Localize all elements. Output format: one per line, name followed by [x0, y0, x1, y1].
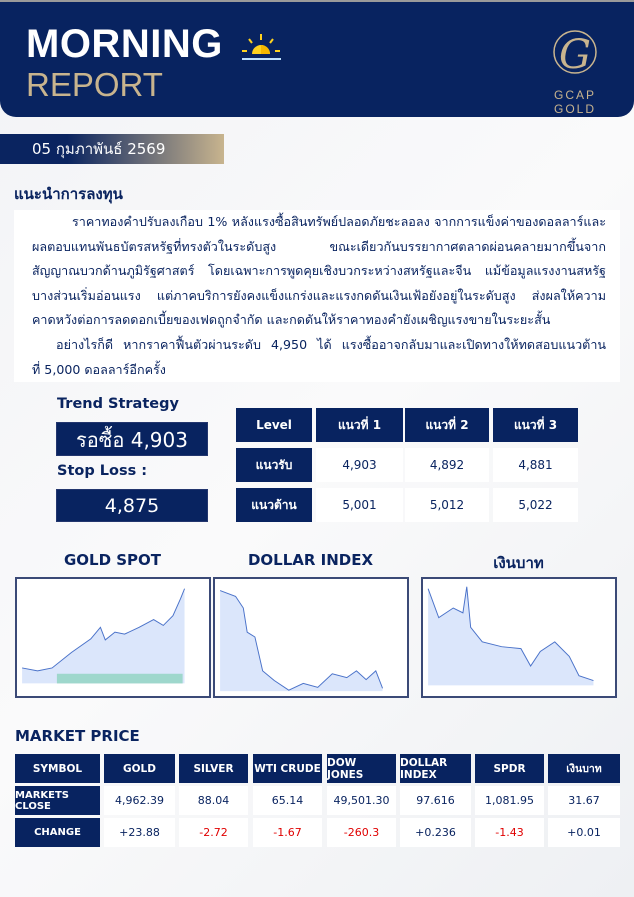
gold-spot-chart-image: [15, 577, 211, 698]
svg-text:G: G: [559, 32, 591, 78]
advice-line: ผลตอบแทนพันธบัตรสหรัฐที่ทรงตัวในระดับสูง…: [32, 238, 606, 254]
level-value: 4,903: [316, 448, 403, 482]
gcap-gold-logo: G GCAP GOLD: [536, 24, 614, 116]
market-header: เงินบาท: [548, 754, 620, 783]
advice-line: คาดหวังต่อการลดดอกเบี้ยของเฟดถูกจำกัด แล…: [32, 312, 551, 328]
market-change-value: -260.3: [327, 818, 396, 847]
advice-text: ราคาทองคำปรับลงเกือบ 1% หลังแรงซื้อสินทร…: [14, 210, 620, 382]
market-change-value: +23.88: [104, 818, 175, 847]
advice-line: ที่ 5,000 ดอลลาร์อีกครั้ง: [32, 361, 166, 377]
advice-title: แนะนำการลงทุน: [14, 185, 123, 203]
advice-line: ราคาทองคำปรับลงเกือบ 1% หลังแรงซื้อสินทร…: [72, 214, 606, 229]
trend-strategy-value: รอซื้อ 4,903: [56, 422, 208, 456]
title-morning: MORNING: [26, 22, 223, 66]
level-header: แนวที่ 3: [493, 408, 578, 442]
market-header: DOLLAR INDEX: [400, 754, 471, 783]
stop-loss-value: 4,875: [56, 489, 208, 522]
market-header: SPDR: [475, 754, 544, 783]
market-close-value: 49,501.30: [327, 786, 396, 815]
market-row-label: MARKETS CLOSE: [15, 786, 100, 815]
market-change-value: +0.01: [548, 818, 620, 847]
level-header: แนวที่ 1: [316, 408, 403, 442]
market-header: GOLD: [104, 754, 175, 783]
title-report: REPORT: [26, 66, 163, 103]
market-close-value: 4,962.39: [104, 786, 175, 815]
market-close-value: 88.04: [179, 786, 248, 815]
market-close-value: 65.14: [253, 786, 322, 815]
level-value: 4,881: [493, 448, 578, 482]
level-row-label: แนวต้าน: [236, 488, 312, 522]
market-change-value: -1.43: [475, 818, 544, 847]
market-close-value: 31.67: [548, 786, 620, 815]
market-header: WTI CRUDE: [253, 754, 322, 783]
stop-loss-label: Stop Loss :: [57, 463, 148, 479]
market-change-value: -1.67: [253, 818, 322, 847]
thb-chart-image: [421, 577, 617, 698]
market-close-value: 97.616: [400, 786, 471, 815]
market-price-title: MARKET PRICE: [15, 727, 140, 745]
level-value: 5,001: [316, 488, 403, 522]
trend-strategy-label: Trend Strategy: [57, 396, 179, 412]
market-change-value: -2.72: [179, 818, 248, 847]
brand-name: GCAP GOLD: [553, 88, 596, 116]
report-header: MORNING REPORT G GCAP GOLD: [0, 0, 634, 117]
chart-title-dxy: DOLLAR INDEX: [247, 551, 374, 569]
market-row-label: CHANGE: [15, 818, 100, 847]
market-change-value: +0.236: [400, 818, 471, 847]
market-header: DOW JONES: [327, 754, 396, 783]
level-header: แนวที่ 2: [405, 408, 489, 442]
chart-title-gold: GOLD SPOT: [63, 551, 162, 569]
advice-line: อย่างไรก็ดี หากราคาฟื้นตัวผ่านระดับ 4,95…: [56, 336, 606, 352]
report-date: 05 กุมภาพันธ์ 2569: [0, 134, 224, 164]
advice-line: บางส่วนเริ่มอ่อนแรง แต่ภาคบริการยังคงแข็…: [32, 287, 606, 303]
level-value: 5,012: [405, 488, 489, 522]
gcap-g-icon: G: [553, 30, 597, 78]
level-value: 4,892: [405, 448, 489, 482]
advice-line: สัญญาณบวกด้านภูมิรัฐศาสตร์ โดยเฉพาะการพู…: [32, 263, 606, 279]
market-header: SYMBOL: [15, 754, 100, 783]
sunrise-icon: [242, 34, 281, 60]
level-row-label: แนวรับ: [236, 448, 312, 482]
market-close-value: 1,081.95: [475, 786, 544, 815]
market-header: SILVER: [179, 754, 248, 783]
dollar-index-chart-image: [213, 577, 409, 698]
level-value: 5,022: [493, 488, 578, 522]
chart-title-thb: เงินบาท: [493, 554, 544, 572]
level-header: Level: [236, 408, 312, 442]
